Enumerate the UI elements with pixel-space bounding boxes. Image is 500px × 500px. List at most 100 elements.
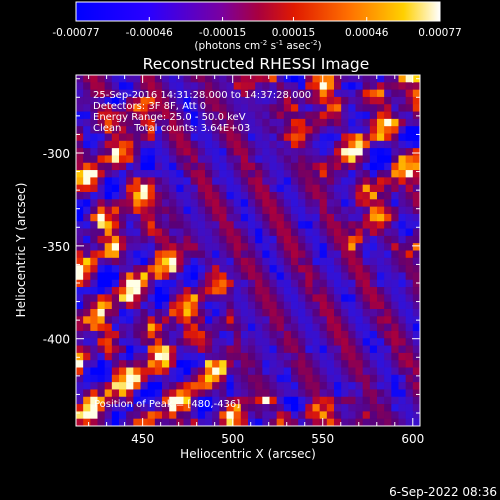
heatmap-cell — [233, 162, 242, 171]
heatmap-cell — [341, 352, 349, 361]
heatmap-cell — [233, 287, 242, 295]
heatmap-cell — [319, 111, 328, 120]
heatmap-cell — [183, 338, 191, 346]
heatmap-cell — [197, 294, 206, 302]
heatmap-cell — [369, 192, 378, 200]
heatmap-cell — [90, 192, 98, 200]
heatmap-cell — [262, 367, 270, 376]
heatmap-cell — [255, 287, 263, 295]
heatmap-cell — [341, 82, 349, 90]
heatmap-cell — [248, 352, 256, 361]
heatmap-cell — [312, 389, 320, 398]
heatmap-cell — [398, 272, 406, 281]
heatmap-cell — [319, 155, 328, 164]
heatmap-cell — [369, 89, 378, 98]
heatmap-cell — [334, 257, 342, 266]
heatmap-cell — [334, 389, 342, 398]
heatmap-cell — [140, 199, 148, 207]
heatmap-cell — [219, 243, 227, 251]
heatmap-cell — [76, 309, 84, 317]
heatmap-cell — [334, 396, 342, 405]
heatmap-cell — [355, 257, 363, 266]
heatmap-cell — [205, 82, 213, 90]
heatmap-cell — [183, 367, 191, 376]
heatmap-cell — [176, 323, 184, 332]
heatmap-cell — [377, 89, 385, 98]
heatmap-cell — [369, 272, 378, 281]
heatmap-cell — [169, 170, 177, 178]
heatmap-cell — [341, 228, 349, 237]
heatmap-cell — [154, 374, 163, 383]
heatmap-cell — [162, 367, 170, 376]
heatmap-cell — [319, 177, 328, 185]
heatmap-cell — [133, 345, 141, 354]
heatmap-cell — [111, 265, 120, 273]
heatmap-cell — [97, 330, 105, 339]
heatmap-cell — [319, 118, 328, 127]
heatmap-cell — [384, 118, 392, 127]
heatmap-cell — [312, 235, 320, 244]
heatmap-cell — [119, 235, 127, 244]
heatmap-cell — [133, 206, 141, 215]
heatmap-cell — [76, 133, 84, 142]
heatmap-cell — [126, 338, 134, 346]
heatmap-cell — [97, 250, 105, 259]
heatmap-cell — [369, 177, 378, 185]
heatmap-cell — [176, 257, 184, 266]
heatmap-cell — [126, 140, 134, 149]
heatmap-cell — [326, 382, 335, 390]
heatmap-cell — [205, 133, 213, 142]
heatmap-cell — [104, 162, 113, 171]
heatmap-cell — [119, 118, 127, 127]
heatmap-cell — [240, 75, 249, 83]
heatmap-cell — [334, 140, 342, 149]
heatmap-cell — [176, 155, 184, 164]
heatmap-cell — [312, 199, 320, 207]
heatmap-cell — [319, 330, 328, 339]
heatmap-cell — [276, 96, 285, 105]
heatmap-cell — [255, 294, 263, 302]
heatmap-cell — [176, 265, 184, 273]
heatmap-cell — [348, 294, 356, 302]
heatmap-cell — [391, 257, 399, 266]
heatmap-cell — [104, 221, 113, 229]
heatmap-cell — [362, 243, 371, 251]
heatmap-cell — [391, 162, 399, 171]
heatmap-cell — [291, 235, 299, 244]
heatmap-cell — [341, 155, 349, 164]
heatmap-cell — [240, 118, 249, 127]
heatmap-cell — [348, 140, 356, 149]
heatmap-cell — [119, 396, 127, 405]
heatmap-cell — [391, 184, 399, 193]
heatmap-cell — [169, 374, 177, 383]
heatmap-cell — [83, 404, 91, 412]
heatmap-cell — [305, 294, 313, 302]
heatmap-cell — [369, 360, 378, 368]
heatmap-cell — [334, 162, 342, 171]
heatmap-cell — [391, 111, 399, 120]
heatmap-cell — [398, 345, 406, 354]
heatmap-cell — [391, 126, 399, 134]
heatmap-cell — [262, 382, 270, 390]
heatmap-cell — [326, 279, 335, 288]
heatmap-cell — [154, 192, 163, 200]
heatmap-cell — [334, 250, 342, 259]
heatmap-cell — [111, 199, 120, 207]
heatmap-cell — [111, 374, 120, 383]
heatmap-cell — [405, 199, 414, 207]
heatmap-cell — [377, 184, 385, 193]
heatmap-cell — [111, 279, 120, 288]
heatmap-cell — [219, 352, 227, 361]
heatmap-cell — [298, 404, 306, 412]
heatmap-cell — [348, 184, 356, 193]
heatmap-cell — [391, 140, 399, 149]
heatmap-cell — [341, 206, 349, 215]
heatmap-cell — [83, 140, 91, 149]
heatmap-cell — [369, 396, 378, 405]
heatmap-cell — [355, 89, 363, 98]
heatmap-cell — [276, 257, 285, 266]
heatmap-cell — [183, 323, 191, 332]
heatmap-cell — [405, 192, 414, 200]
heatmap-cell — [219, 404, 227, 412]
heatmap-cell — [169, 360, 177, 368]
